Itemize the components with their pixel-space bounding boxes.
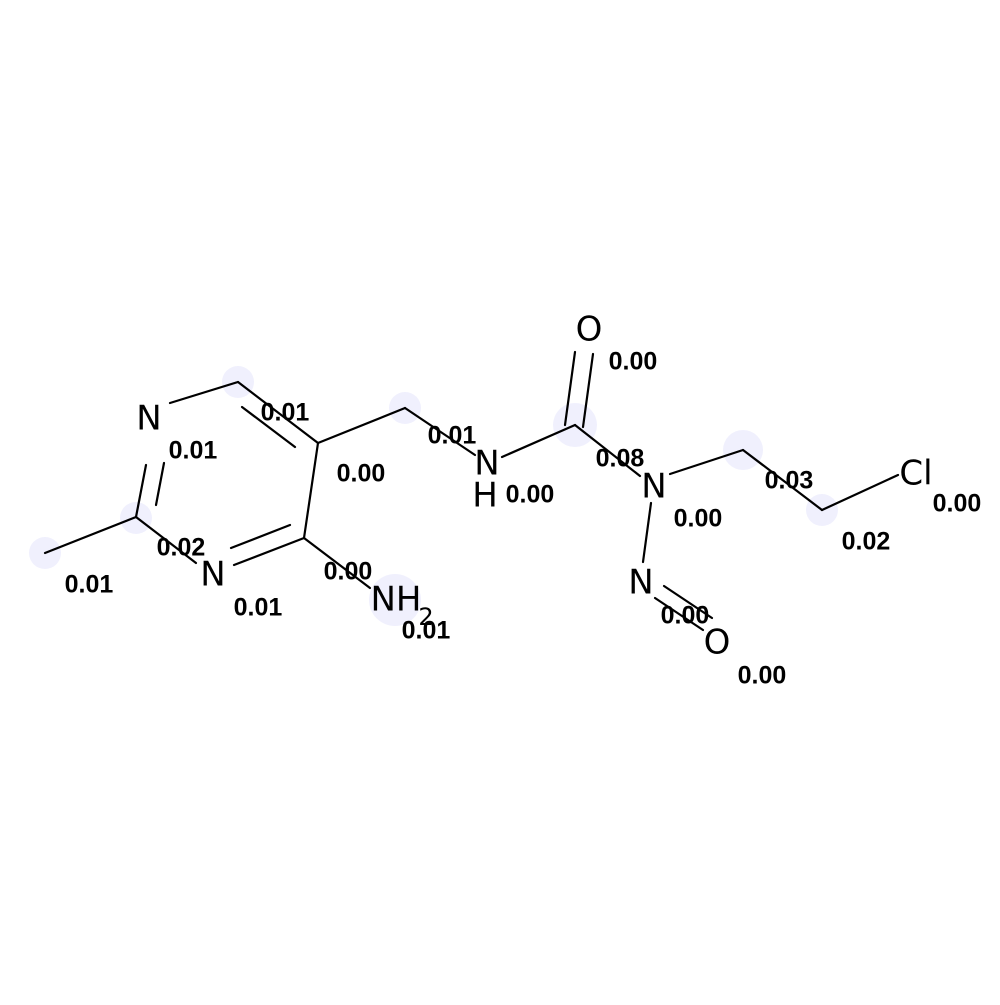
value-c2-ring: 0.02: [157, 534, 206, 562]
highlight-nh2: [369, 574, 421, 626]
value-n-nitroso: 0.00: [661, 602, 710, 630]
value-ch2-a: 0.03: [765, 467, 814, 495]
bond-c6-c5-inner: [240, 405, 297, 449]
value-o-nitroso: 0.00: [738, 662, 787, 690]
bond-nitroso-o-1: [653, 596, 705, 632]
atom-n-urea: N: [641, 467, 666, 507]
value-n1-ring: 0.01: [169, 437, 218, 465]
value-layer: 0.01 0.02 0.01 0.01 0.01 0.00 0.00 0.01 …: [65, 348, 982, 690]
value-methyl: 0.01: [65, 571, 114, 599]
atom-layer: N N N H O N N O Cl NH 2: [136, 310, 932, 663]
value-n3-ring: 0.01: [234, 594, 283, 622]
bond-ch2-nh: [403, 406, 477, 457]
value-ch2-linker: 0.01: [428, 422, 477, 450]
bond-methyl-c2: [43, 515, 138, 555]
value-c-carbonyl: 0.08: [596, 445, 645, 473]
atom-n-ring-bottom: N: [200, 555, 225, 595]
value-o-carbonyl: 0.00: [609, 348, 658, 376]
atom-nh2-subscript: 2: [418, 603, 433, 631]
bond-c6-c5: [236, 380, 320, 445]
bond-carbonyl-o-1: [563, 350, 577, 427]
bond-ch2a-ch2b: [741, 448, 824, 512]
atom-n-ring-top: N: [136, 399, 161, 439]
bond-layer: [43, 350, 900, 632]
atom-n-nitroso: N: [628, 563, 653, 603]
bond-carbonyl-n: [573, 423, 642, 478]
atom-o-carbonyl: O: [576, 310, 603, 350]
bond-nitroso-o-2: [662, 584, 714, 620]
bond-c2-n1-inner: [154, 461, 166, 507]
bond-c4-nh2: [302, 536, 372, 590]
bond-n1-c6: [168, 380, 240, 405]
atom-o-nitroso: O: [704, 623, 731, 663]
value-nh2: 0.01: [402, 617, 451, 645]
bond-n-ch2a: [668, 448, 745, 476]
atom-cl: Cl: [899, 454, 932, 494]
bond-c5-c4: [302, 441, 320, 540]
value-c4-ring: 0.00: [324, 558, 373, 586]
bond-c5-ch2: [316, 406, 407, 445]
bond-n-nitroso: [641, 501, 653, 564]
bond-n3-c4: [232, 536, 306, 567]
bond-c2-n1: [134, 463, 148, 519]
bond-nh-carbonyl: [500, 423, 577, 459]
bond-ch2b-cl: [820, 473, 900, 512]
value-ch2-b: 0.02: [842, 528, 891, 556]
value-cl: 0.00: [933, 490, 982, 518]
bond-c2-n3: [134, 515, 198, 565]
bond-carbonyl-o-2: [581, 352, 595, 429]
value-nh: 0.00: [506, 481, 555, 509]
atom-nh2: NH: [371, 580, 422, 620]
value-c6-ring: 0.01: [261, 399, 310, 427]
bond-n3-c4-inner: [229, 523, 292, 550]
value-c5-ring: 0.00: [337, 460, 386, 488]
atom-h-amide: H: [472, 476, 498, 516]
atom-n-amide: N: [474, 444, 499, 484]
value-n-urea: 0.00: [674, 505, 723, 533]
